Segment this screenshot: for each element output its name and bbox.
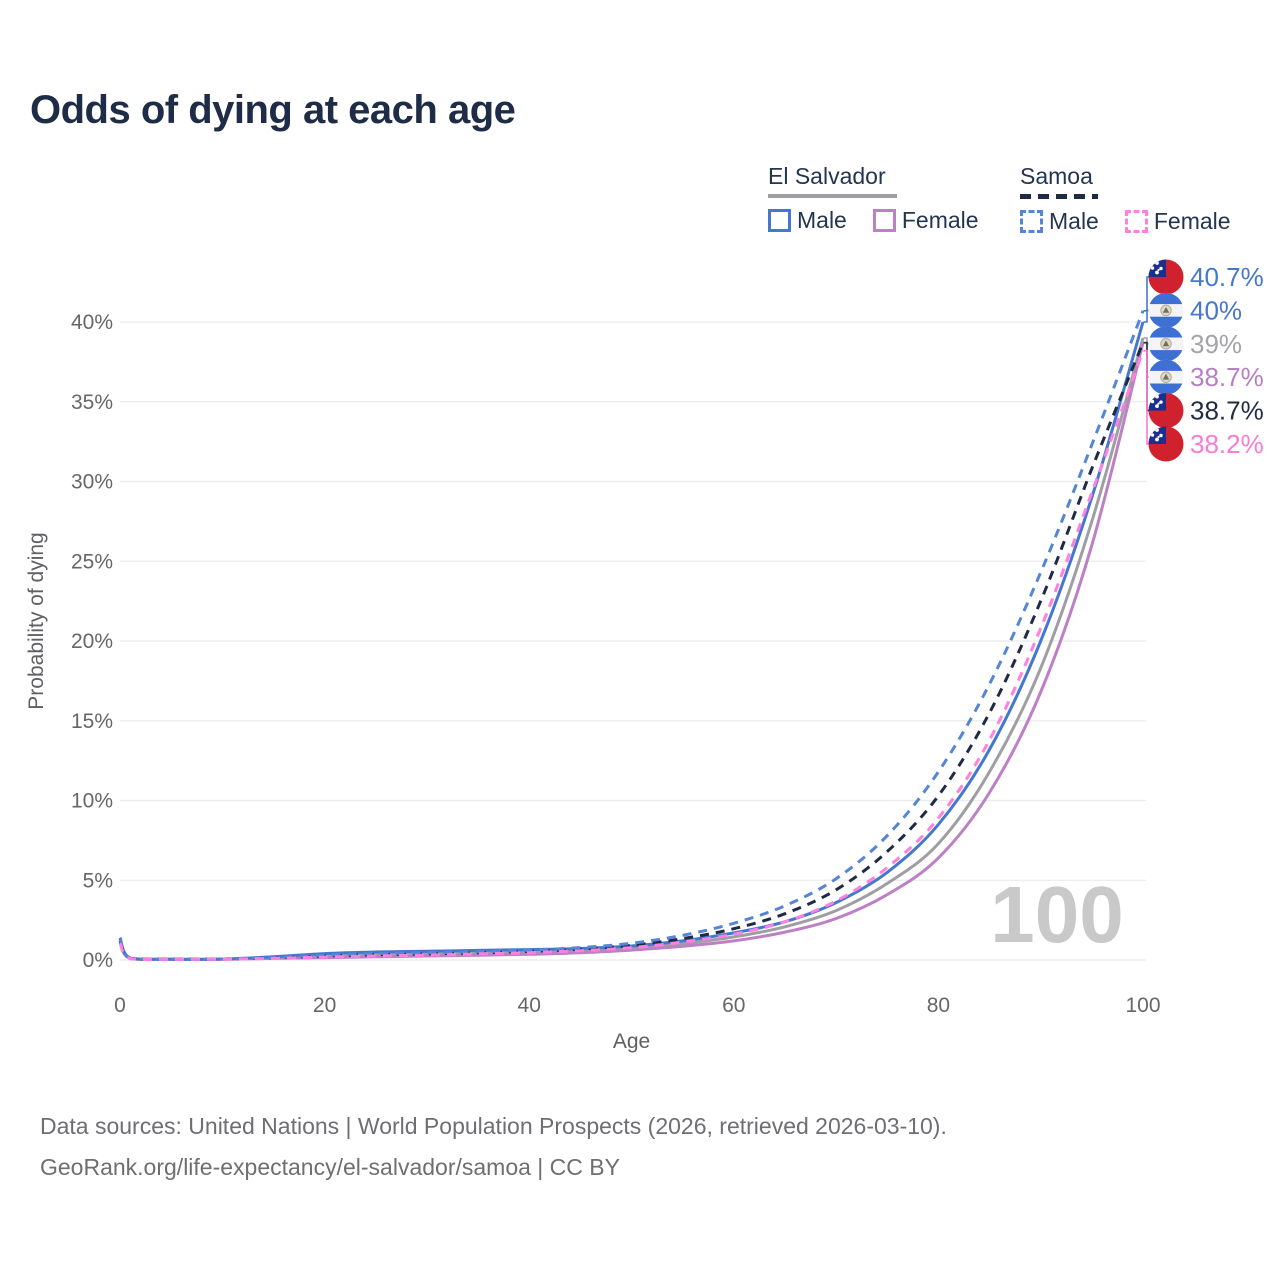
el-salvador-line-key	[768, 194, 897, 198]
x-tick-label-0: 0	[114, 994, 126, 1017]
x-tick-label-40: 40	[518, 994, 541, 1017]
y-tick-label-10: 10%	[71, 790, 113, 813]
y-tick-label-40: 40%	[71, 311, 113, 334]
footer: Data sources: United Nations | World Pop…	[40, 1106, 947, 1188]
data-sources-text: Data sources: United Nations | World Pop…	[40, 1113, 947, 1139]
y-tick-label-5: 5%	[83, 869, 113, 892]
el-salvador-flag-icon	[1148, 292, 1184, 328]
samoa-line-key	[1020, 194, 1098, 199]
samoa-female-swatch	[1124, 210, 1148, 233]
end-label-samoa-all: 38.7%	[1148, 393, 1264, 429]
samoa-flag-icon	[1148, 426, 1184, 462]
x-tick-label-100: 100	[1125, 994, 1160, 1017]
legend-item-samoa-male[interactable]: Male	[1020, 208, 1099, 235]
y-tick-label-25: 25%	[71, 550, 113, 573]
el-salvador-female-swatch	[872, 209, 896, 232]
legend-header-samoa[interactable]: Samoa	[1020, 163, 1093, 189]
series-line-samoa-male	[118, 310, 1145, 961]
end-label-el-salvador-all: 39%	[1148, 326, 1242, 362]
y-tick-label-30: 30%	[71, 471, 113, 494]
y-tick-label-20: 20%	[71, 630, 113, 653]
el-salvador-flag-icon	[1148, 326, 1184, 362]
legend-group-samoa: Samoa Male Female	[1020, 163, 1231, 235]
y-tick-label-15: 15%	[71, 710, 113, 733]
x-tick-label-80: 80	[927, 994, 950, 1017]
legend-header-el-salvador[interactable]: El Salvador	[768, 163, 886, 189]
legend-item-samoa-female[interactable]: Female	[1124, 208, 1231, 235]
end-label-value: 40.7%	[1190, 262, 1264, 292]
x-tick-label-20: 20	[313, 994, 336, 1017]
end-label-value: 38.2%	[1190, 429, 1264, 459]
samoa-male-swatch	[1020, 210, 1043, 233]
legend-label: Female	[901, 207, 979, 233]
end-label-value: 38.7%	[1190, 362, 1264, 392]
series-line-samoa-all	[118, 342, 1145, 961]
leader-line-samoa-female	[1143, 349, 1151, 445]
y-tick-label-0: 0%	[83, 949, 113, 972]
series-line-el-salvador-female	[118, 342, 1145, 961]
attribution-text: GeoRank.org/life-expectancy/el-salvador/…	[40, 1154, 620, 1180]
samoa-flag-icon	[1148, 393, 1184, 429]
legend-label: Male	[797, 207, 847, 233]
legend-item-el-salvador-male[interactable]: Male	[768, 207, 847, 234]
legend-label: Female	[1153, 208, 1231, 234]
end-label-el-salvador-female: 38.7%	[1148, 359, 1264, 395]
x-axis-title: Age	[613, 1030, 650, 1053]
odds-of-dying-chart: 0% 5% 10% 15% 20% 25% 30% 35% 40% 0 20 40 60 80 100 Age…	[25, 259, 1264, 1053]
series-line-samoa-female	[118, 350, 1145, 961]
series-line-el-salvador-all	[118, 337, 1145, 961]
x-tick-label-60: 60	[722, 994, 745, 1017]
age-watermark: 100	[990, 870, 1123, 959]
legend-group-el-salvador: El Salvador Male Female	[768, 163, 979, 234]
legend-label: Male	[1049, 208, 1099, 234]
end-label-samoa-female: 38.2%	[1148, 426, 1264, 462]
end-label-el-salvador-male: 40%	[1148, 292, 1242, 328]
samoa-flag-icon	[1148, 259, 1184, 295]
el-salvador-flag-icon	[1148, 359, 1184, 395]
y-axis-title: Probability of dying	[25, 532, 48, 709]
el-salvador-male-swatch	[768, 209, 791, 232]
end-label-value: 40%	[1190, 295, 1242, 325]
end-label-value: 38.7%	[1190, 396, 1264, 426]
page-title: Odds of dying at each age	[30, 88, 516, 132]
end-label-value: 39%	[1190, 329, 1242, 359]
y-tick-label-35: 35%	[71, 391, 113, 414]
end-label-samoa-male: 40.7%	[1148, 259, 1264, 295]
legend-item-el-salvador-female[interactable]: Female	[872, 207, 979, 234]
